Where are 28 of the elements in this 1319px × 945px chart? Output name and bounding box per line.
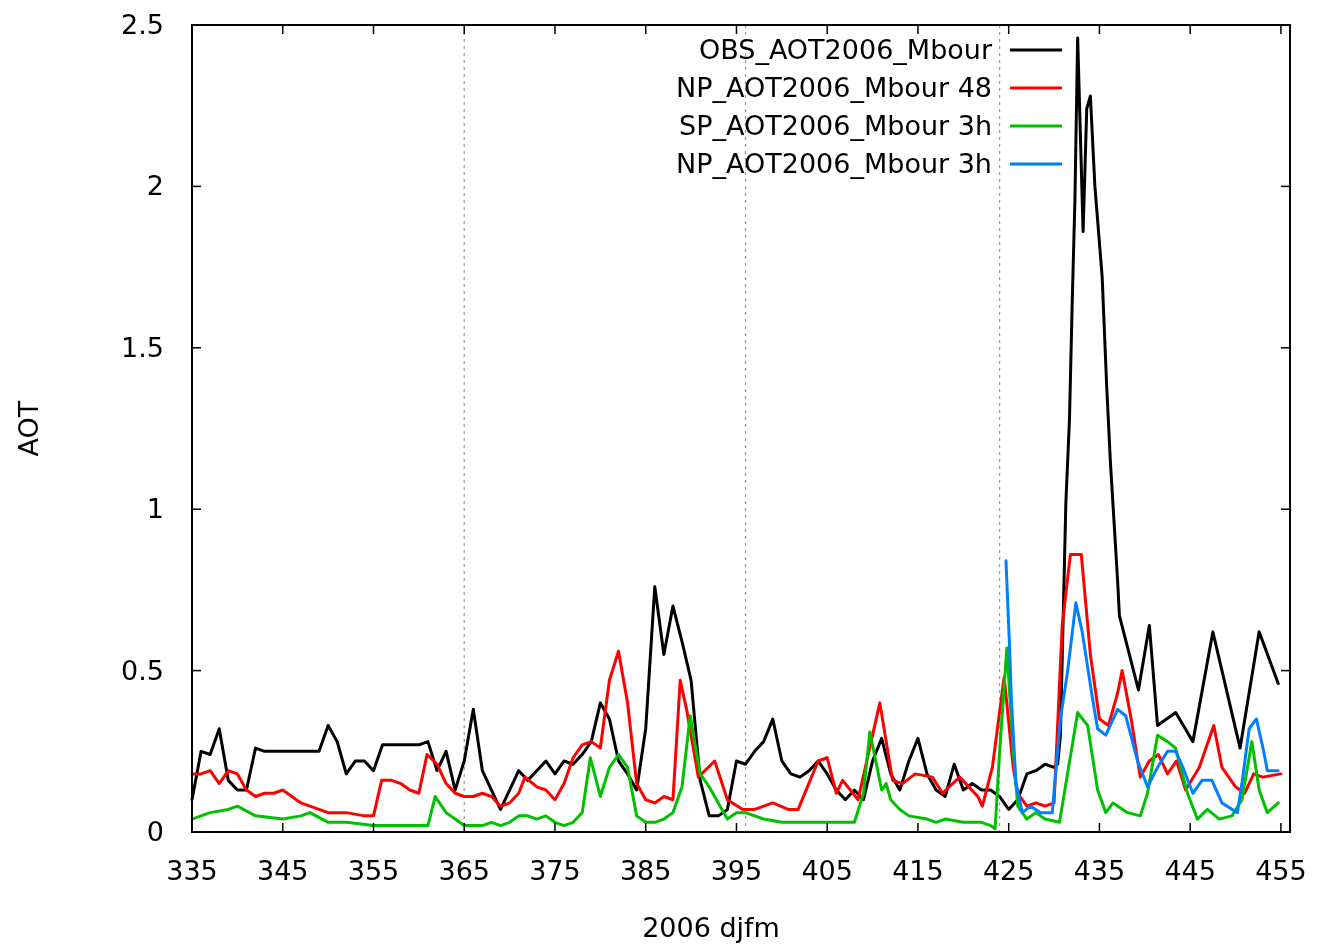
legend-label: NP_AOT2006_Mbour 3h xyxy=(676,148,992,179)
x-tick-label: 355 xyxy=(347,855,400,886)
y-tick-label: 1 xyxy=(146,493,164,525)
x-axis-title: 2006 djfm xyxy=(642,912,780,943)
line-series xyxy=(190,646,1280,831)
y-tick-label: 2 xyxy=(146,170,164,202)
legend-label: SP_AOT2006_Mbour 3h xyxy=(679,110,992,141)
line-series xyxy=(1004,559,1280,815)
x-tick-label: 365 xyxy=(438,855,490,886)
y-tick-label: 0.5 xyxy=(121,654,164,686)
x-tick-label: 375 xyxy=(529,855,581,886)
x-tick-label: 335 xyxy=(166,855,218,886)
x-tick-label: 445 xyxy=(1164,855,1216,886)
x-tick-label: 455 xyxy=(1255,855,1307,886)
x-tick-label: 345 xyxy=(256,855,309,886)
y-tick-label: 1.5 xyxy=(121,331,164,363)
x-tick-label: 415 xyxy=(892,855,944,886)
x-tick-label: 405 xyxy=(801,855,853,886)
x-tick-label: 385 xyxy=(619,855,672,886)
y-axis-title: AOT xyxy=(13,400,44,457)
x-tick-label: 435 xyxy=(1073,855,1126,886)
y-tick-label: 2.5 xyxy=(121,9,164,40)
line-series xyxy=(190,552,1283,818)
legend-label: NP_AOT2006_Mbour 48 xyxy=(675,72,992,103)
x-tick-label: 395 xyxy=(710,855,763,886)
legend-label: OBS_AOT2006_Mbour xyxy=(698,34,993,65)
x-tick-label: 425 xyxy=(982,855,1035,886)
y-tick-label: 0 xyxy=(146,816,164,847)
